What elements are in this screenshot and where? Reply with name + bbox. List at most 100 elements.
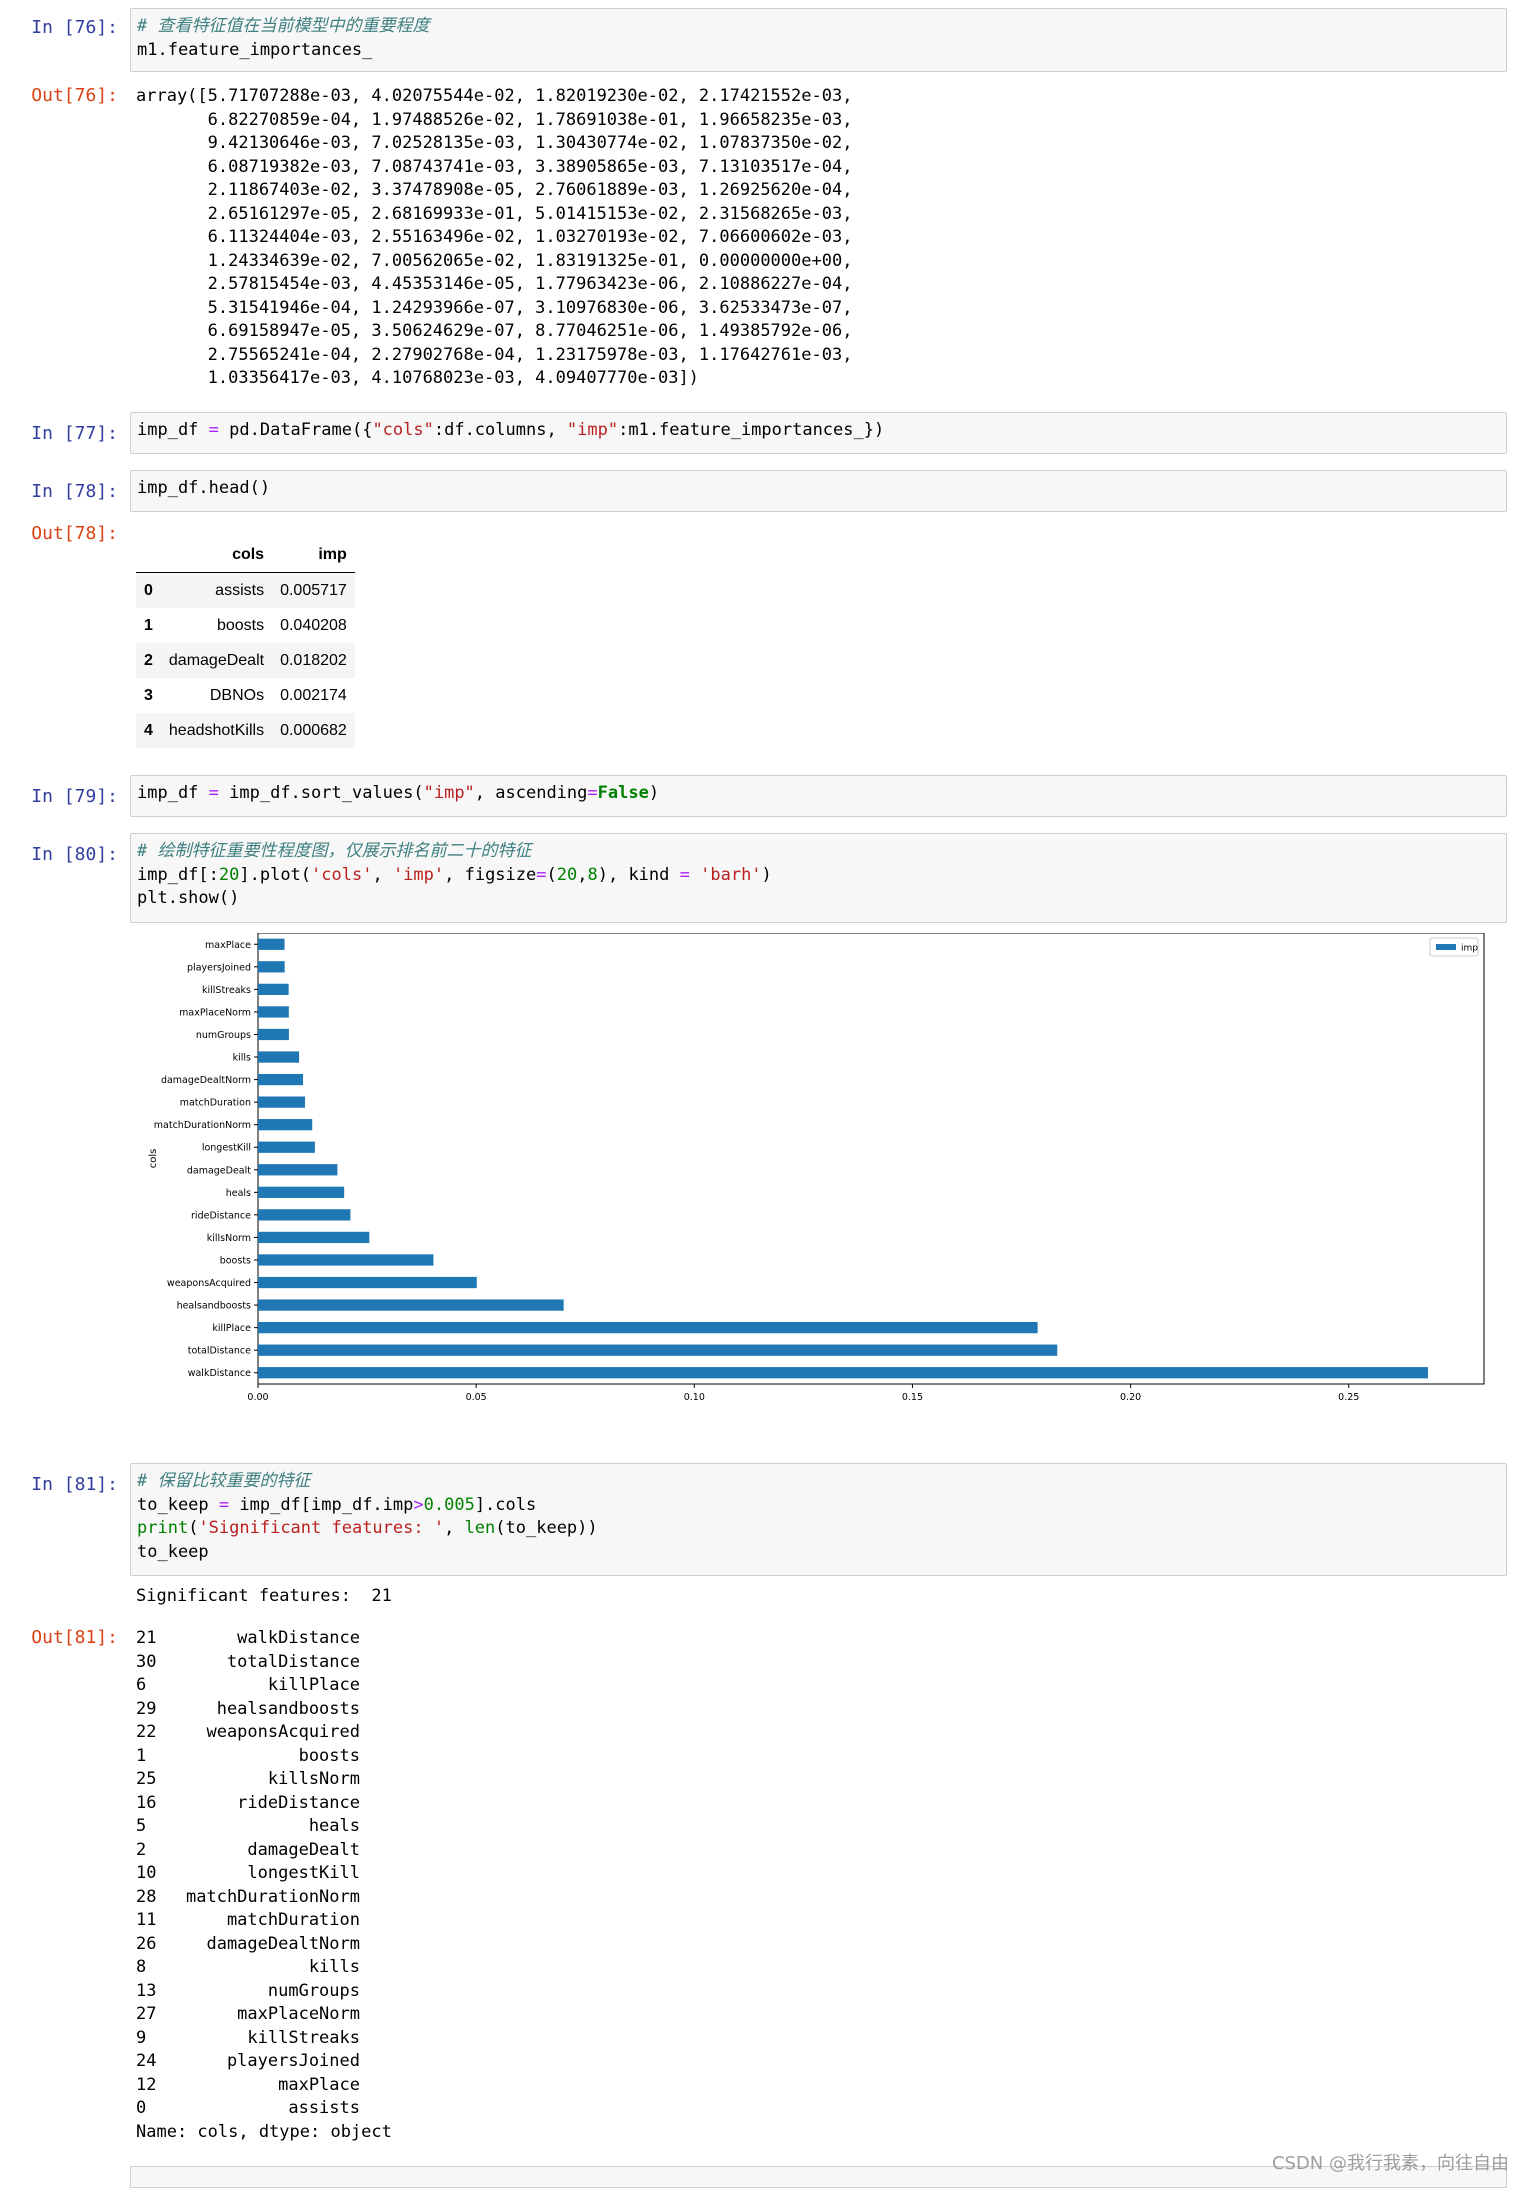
series-value: walkDistance	[237, 1628, 360, 1648]
series-value: damageDealt	[247, 1839, 360, 1860]
code-line: to_keep	[137, 1541, 209, 1562]
series-index: 5	[136, 1816, 147, 1836]
cell-cols: boosts	[216, 616, 265, 634]
cell-cols: headshotKills	[168, 721, 265, 739]
table-index-header	[136, 538, 161, 573]
series-value: playersJoined	[226, 2051, 360, 2071]
bar-longestKill	[258, 1141, 315, 1153]
code-input[interactable]: imp_df.head()	[130, 470, 1507, 512]
series-index: 24	[136, 2051, 157, 2071]
series-row: 9 killStreaks	[136, 2027, 392, 2051]
cell-81: In [81]: # 保留比较重要的特征 to_keep = imp_df[im…	[0, 1463, 1523, 2163]
series-index: 11	[136, 1910, 157, 1930]
row-index: 1	[144, 616, 153, 634]
series-index: 22	[136, 1722, 157, 1742]
x-tick-label: 0.00	[247, 1392, 268, 1403]
series-output: 21 walkDistance 30 totalDistance 6 killPlace 2…	[136, 1627, 392, 2144]
series-value: healsandboosts	[216, 1698, 360, 1719]
dataframe-table: cols imp 0 assists 0.005717 1 boosts 0.040208…	[136, 538, 355, 748]
code-line: imp_df.head()	[137, 478, 271, 498]
y-axis-label: cols	[148, 1149, 159, 1169]
series-value: heals	[308, 1816, 360, 1836]
cell-imp: 0.000682	[280, 721, 347, 739]
cell-cols: DBNOs	[209, 686, 265, 704]
input-prompt: In [76]:	[31, 17, 118, 38]
table-column-header: cols	[160, 538, 273, 573]
series-value: longestKill	[247, 1863, 360, 1883]
series-row: 10 longestKill	[136, 1862, 392, 1886]
legend-label: imp	[1461, 944, 1478, 954]
cell-cols: damageDealt	[168, 651, 265, 669]
output-line: 9.42130646e-03, 7.02528135e-03, 1.304307…	[136, 133, 853, 153]
y-tick-label: weaponsAcquired	[167, 1278, 251, 1289]
series-row: 16 rideDistance	[136, 1792, 392, 1816]
y-tick-label: totalDistance	[188, 1346, 251, 1357]
table-row: 4 headshotKills 0.000682	[136, 713, 355, 748]
y-tick-label: walkDistance	[188, 1368, 251, 1379]
y-tick-label: numGroups	[196, 1030, 251, 1041]
cell-imp: 0.002174	[280, 686, 347, 704]
row-index: 0	[144, 581, 153, 599]
bar-maxPlace	[258, 938, 285, 950]
x-tick-label: 0.15	[902, 1392, 923, 1403]
bar-matchDurationNorm	[258, 1119, 313, 1131]
plot-area	[257, 933, 1485, 1385]
cell-77: In [77]: imp_df = pd.DataFrame({"cols":d…	[0, 412, 1523, 456]
output-line: 6.08719382e-03, 7.08743741e-03, 3.389058…	[136, 156, 853, 177]
output-line: 1.03356417e-03, 4.10768023e-03, 4.094077…	[136, 368, 699, 388]
series-index: 25	[136, 1769, 157, 1789]
y-tick-label: killsNorm	[207, 1233, 251, 1244]
bar-boosts	[258, 1254, 434, 1266]
code-input[interactable]: imp_df = imp_df.sort_values("imp", ascen…	[130, 775, 1507, 817]
output-prompt: Out[76]:	[31, 85, 118, 106]
output-prompt: Out[81]:	[31, 1627, 118, 1648]
output-line: 6.69158947e-05, 3.50624629e-07, 8.770462…	[136, 321, 853, 341]
row-index: 4	[144, 721, 153, 739]
series-value: kills	[308, 1957, 360, 1977]
table-column-header: imp	[272, 538, 355, 573]
cell-imp: 0.040208	[280, 616, 347, 634]
bar-numGroups	[258, 1028, 289, 1041]
y-tick-label: maxPlaceNorm	[179, 1007, 251, 1018]
bar-walkDistance	[258, 1367, 1429, 1379]
output-line: 1.24334639e-02, 7.00562065e-02, 1.831913…	[136, 250, 853, 271]
series-index: 2	[136, 1839, 147, 1860]
series-index: 6	[136, 1675, 147, 1695]
code-input[interactable]: # 保留比较重要的特征 to_keep = imp_df[imp_df.imp>…	[130, 1463, 1507, 1576]
bar-heals	[258, 1186, 345, 1198]
series-value: matchDuration	[226, 1910, 360, 1930]
y-tick-label: playersJoined	[187, 962, 251, 973]
output-text: array([5.71707288e-03, 4.02075544e-02, 1…	[136, 85, 852, 391]
series-index: 12	[136, 2074, 157, 2095]
series-index: 8	[136, 1957, 147, 1977]
output-line: array([5.71707288e-03, 4.02075544e-02, 1…	[136, 86, 853, 106]
code-input[interactable]: # 查看特征值在当前模型中的重要程度 m1.feature_importance…	[130, 8, 1507, 72]
series-row: 13 numGroups	[136, 1980, 392, 2004]
bar-killPlace	[258, 1321, 1038, 1334]
series-index: 10	[136, 1863, 157, 1883]
series-row: 24 playersJoined	[136, 2050, 392, 2074]
code-line: to_keep = imp_df[imp_df.imp>0.005].cols	[137, 1494, 537, 1515]
output-line: 6.11324404e-03, 2.55163496e-02, 1.032701…	[136, 227, 853, 247]
code-input[interactable]: # 绘制特征重要性程度图，仅展示排名前二十的特征 imp_df[:20].plo…	[130, 833, 1507, 923]
series-index: 16	[136, 1792, 157, 1813]
output-line: 5.31541946e-04, 1.24293966e-07, 3.109768…	[136, 297, 853, 318]
bar-rideDistance	[258, 1209, 351, 1221]
series-value: assists	[288, 2098, 360, 2118]
x-tick-label: 0.05	[466, 1392, 487, 1403]
y-tick-label: kills	[233, 1053, 251, 1064]
series-row: 29 healsandboosts	[136, 1698, 392, 1722]
series-value: boosts	[298, 1745, 360, 1766]
y-tick-label: damageDealtNorm	[161, 1075, 251, 1086]
input-prompt: In [78]:	[31, 481, 118, 502]
series-row: 30 totalDistance	[136, 1651, 392, 1675]
input-prompt: In [81]:	[31, 1474, 118, 1495]
series-index: 9	[136, 2027, 147, 2048]
output-line: 6.82270859e-04, 1.97488526e-02, 1.786910…	[136, 109, 853, 130]
series-value: damageDealtNorm	[206, 1933, 360, 1954]
code-comment: # 查看特征值在当前模型中的重要程度	[137, 16, 430, 36]
code-input[interactable]: imp_df = pd.DataFrame({"cols":df.columns…	[130, 412, 1507, 454]
cell-imp: 0.018202	[280, 651, 347, 669]
series-row: 21 walkDistance	[136, 1627, 392, 1651]
cell-cols: assists	[215, 581, 265, 599]
